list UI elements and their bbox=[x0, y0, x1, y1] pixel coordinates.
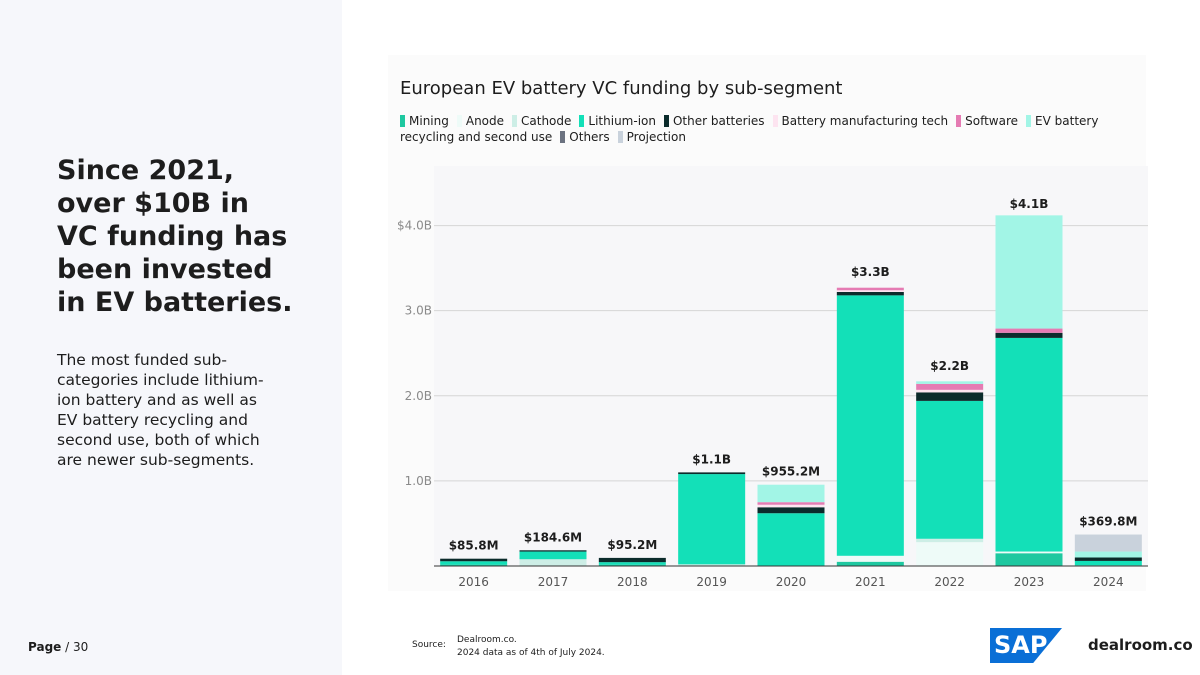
bar-segment bbox=[678, 472, 746, 475]
bar-segment bbox=[757, 507, 825, 514]
legend-label: Anode bbox=[465, 114, 505, 128]
total-label: $85.8M bbox=[449, 539, 499, 553]
page-label: Page bbox=[28, 640, 62, 654]
legend: Mining Anode Cathode Lithium-ion Other batte… bbox=[400, 113, 1145, 145]
bar-segment bbox=[916, 381, 984, 384]
bar-segment bbox=[836, 287, 904, 291]
legend-label: Cathode bbox=[521, 114, 572, 128]
legend-label: Mining bbox=[409, 114, 449, 128]
bar-segment bbox=[757, 513, 825, 566]
bar-segment bbox=[519, 559, 587, 566]
x-tick-label: 2023 bbox=[1014, 575, 1045, 589]
legend-swatch bbox=[663, 115, 669, 127]
source-line: 2024 data as of 4th of July 2024. bbox=[457, 648, 605, 658]
legend-swatch bbox=[617, 131, 623, 143]
bar-segment bbox=[1074, 534, 1142, 552]
bar-segment bbox=[916, 542, 984, 566]
bar-segment bbox=[916, 400, 984, 539]
logo: dealroom.co bbox=[1088, 636, 1193, 654]
legend-swatch bbox=[456, 115, 462, 127]
legend-swatch bbox=[400, 115, 405, 127]
legend-swatch bbox=[579, 115, 585, 127]
bar-segment bbox=[995, 328, 1063, 333]
page-number: Page / 30 bbox=[28, 640, 88, 654]
legend-label: Software bbox=[965, 114, 1019, 128]
bar-segment bbox=[440, 561, 508, 565]
x-tick-label: 2022 bbox=[934, 575, 965, 589]
bar-segment bbox=[836, 555, 904, 562]
source-text: Dealroom.co. 2024 data as of 4th of July … bbox=[457, 634, 605, 660]
side-panel bbox=[0, 0, 342, 675]
bar-segment bbox=[757, 484, 825, 503]
bar-segment bbox=[995, 215, 1063, 329]
x-tick-label: 2017 bbox=[538, 575, 569, 589]
x-tick-label: 2018 bbox=[617, 575, 648, 589]
bar-segment bbox=[836, 561, 904, 566]
total-label: $369.8M bbox=[1079, 515, 1137, 529]
total-label: $2.2B bbox=[930, 359, 969, 373]
x-tick-label: 2020 bbox=[776, 575, 807, 589]
legend-label: Projection bbox=[626, 130, 686, 144]
bar-segment bbox=[995, 551, 1063, 554]
y-tick-label: 1.0B bbox=[405, 474, 432, 488]
bar-segment bbox=[916, 389, 984, 393]
total-label: $955.2M bbox=[762, 465, 820, 479]
total-label: $3.3B bbox=[851, 265, 890, 279]
x-tick-label: 2024 bbox=[1093, 575, 1124, 589]
x-tick-label: 2016 bbox=[458, 575, 489, 589]
y-tick-label: $4.0B bbox=[397, 219, 432, 233]
y-tick-label: 2.0B bbox=[405, 389, 432, 403]
legend-swatch bbox=[1026, 115, 1032, 127]
source-label: Source: bbox=[412, 640, 446, 650]
bar-segment bbox=[916, 538, 984, 543]
legend-label: Battery manufacturing tech bbox=[781, 114, 949, 128]
bar-segment bbox=[598, 562, 666, 565]
bar-segment bbox=[1074, 557, 1142, 561]
bar-segment bbox=[598, 557, 666, 563]
bar-segment bbox=[1074, 551, 1142, 558]
bar-segment bbox=[1074, 560, 1142, 566]
bar-segment bbox=[836, 290, 904, 292]
legend-swatch bbox=[956, 115, 962, 127]
bar-segment bbox=[916, 383, 984, 390]
y-tick-label: 3.0B bbox=[405, 304, 432, 318]
legend-label: Others bbox=[569, 130, 610, 144]
body-text: The most funded sub-categories include l… bbox=[57, 351, 264, 469]
legend-swatch bbox=[560, 131, 566, 143]
legend-swatch bbox=[772, 115, 778, 127]
total-label: $1.1B bbox=[692, 452, 731, 466]
bar-segment bbox=[440, 558, 508, 562]
bar-segment bbox=[757, 502, 825, 505]
heading: Since 2021, over $10B in VC funding has … bbox=[57, 155, 293, 318]
legend-label: Other batteries bbox=[672, 114, 765, 128]
bar-segment bbox=[995, 337, 1063, 552]
bar-segment bbox=[519, 550, 587, 552]
legend-label: EV battery recycling and second use bbox=[400, 114, 1099, 144]
bar-segment bbox=[995, 332, 1063, 338]
page-total: / 30 bbox=[65, 640, 89, 654]
bar-segment bbox=[836, 291, 904, 296]
chart-title: European EV battery VC funding by sub-se… bbox=[400, 78, 843, 99]
bar-segment bbox=[519, 551, 587, 560]
bar-segment bbox=[836, 295, 904, 556]
bar-segment bbox=[440, 564, 508, 566]
bar-segment bbox=[916, 392, 984, 401]
legend-swatch bbox=[512, 115, 518, 127]
total-label: $184.6M bbox=[524, 530, 582, 544]
bar-segment bbox=[995, 553, 1063, 566]
bar-segment bbox=[678, 474, 746, 565]
x-tick-label: 2019 bbox=[696, 575, 727, 589]
x-tick-label: 2021 bbox=[855, 575, 886, 589]
total-label: $4.1B bbox=[1010, 197, 1049, 211]
source-line: Dealroom.co. bbox=[457, 635, 517, 645]
legend-label: Lithium-ion bbox=[588, 114, 656, 128]
bar-segment bbox=[757, 504, 825, 508]
bar-segment bbox=[678, 564, 746, 566]
bar-segment bbox=[598, 564, 666, 566]
total-label: $95.2M bbox=[607, 538, 657, 552]
